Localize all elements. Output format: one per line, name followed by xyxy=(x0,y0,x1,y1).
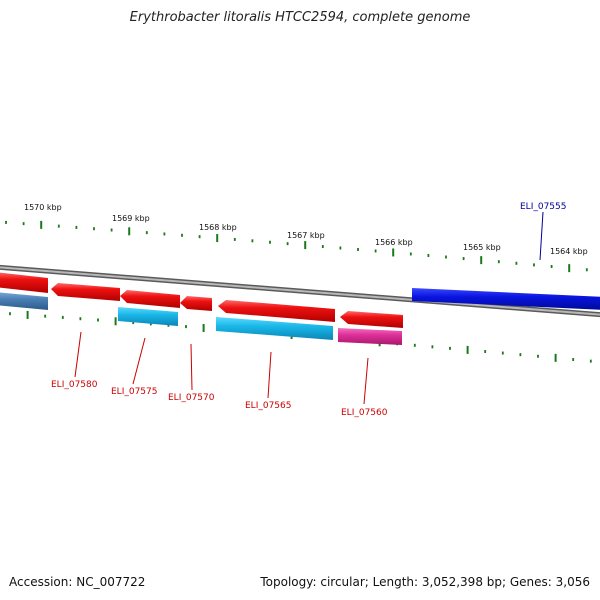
scale-label-1565: 1565 kbp xyxy=(463,243,501,252)
gene-bar-magenta[interactable] xyxy=(338,328,402,345)
topology-text: Topology: circular; Length: 3,052,398 bp… xyxy=(260,575,590,589)
scale-label-1566: 1566 kbp xyxy=(375,238,413,247)
genome-backbone xyxy=(0,264,600,318)
scale-label-1564: 1564 kbp xyxy=(550,247,588,256)
gene-arrow-eli-07560[interactable] xyxy=(340,311,403,328)
leader-line-eli-07575 xyxy=(132,337,146,385)
gene-label-eli-07575[interactable]: ELI_07575 xyxy=(111,387,158,397)
accession-text: Accession: NC_007722 xyxy=(9,575,146,589)
gene-label-eli-07580[interactable]: ELI_07580 xyxy=(51,380,98,390)
gene-arrow-eli-07565[interactable] xyxy=(218,300,335,322)
scale-label-1568: 1568 kbp xyxy=(199,223,237,232)
gene-labels: ELI_07580 ELI_07575 ELI_07570 ELI_07565 … xyxy=(51,202,567,418)
leader-line-eli-07565 xyxy=(267,351,272,399)
inner-gene-track xyxy=(0,292,402,345)
leader-line-eli-07555 xyxy=(539,211,544,261)
page-title: Erythrobacter litoralis HTCC2594, comple… xyxy=(129,10,471,25)
gene-bar-steel-left[interactable] xyxy=(0,292,48,310)
gene-arrow-eli-07570b[interactable] xyxy=(180,296,212,311)
gene-label-eli-07570[interactable]: ELI_07570 xyxy=(168,393,215,403)
scale-label-1569: 1569 kbp xyxy=(112,214,150,223)
gene-label-eli-07555[interactable]: ELI_07555 xyxy=(520,202,567,212)
gene-label-eli-07565[interactable]: ELI_07565 xyxy=(245,401,292,411)
gene-bar-cyan-2[interactable] xyxy=(216,317,333,340)
gene-arrow-eli-07570[interactable] xyxy=(120,290,180,308)
gene-arrow-eli-07555[interactable] xyxy=(412,288,600,310)
scale-label-1567: 1567 kbp xyxy=(287,231,325,240)
leader-line-eli-07570 xyxy=(190,343,193,391)
leader-line-eli-07560 xyxy=(363,357,369,405)
gene-leader-lines xyxy=(74,211,544,405)
gene-bar-cyan-1[interactable] xyxy=(118,307,178,326)
outer-scale-ticks xyxy=(5,220,588,273)
forward-strand-track xyxy=(0,272,600,328)
gene-arrow-eli-07575[interactable] xyxy=(51,283,120,301)
scale-labels: 1570 kbp 1569 kbp 1568 kbp 1567 kbp 1566… xyxy=(24,203,588,256)
gene-label-eli-07560[interactable]: ELI_07560 xyxy=(341,408,388,418)
scale-label-1570: 1570 kbp xyxy=(24,203,62,212)
gene-arrow-eli-07580[interactable] xyxy=(0,272,48,293)
leader-line-eli-07580 xyxy=(74,331,82,378)
